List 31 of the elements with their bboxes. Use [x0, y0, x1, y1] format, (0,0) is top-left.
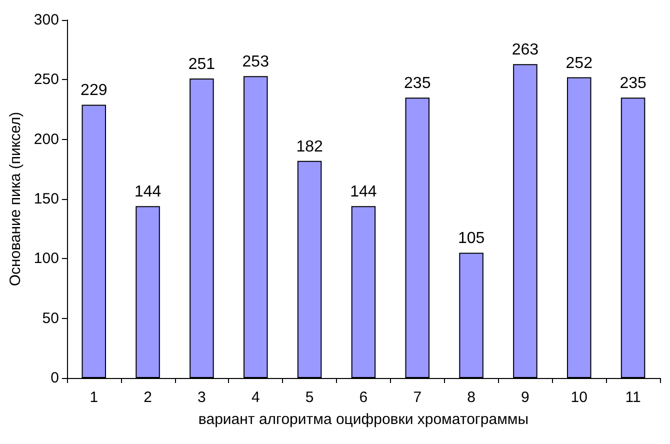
data-label: 144	[134, 184, 162, 201]
y-tick-label: 50	[42, 310, 59, 327]
y-axis-title: Основание пика (пиксел)	[7, 112, 24, 286]
x-tick-label: 11	[625, 389, 641, 406]
y-tick-label: 250	[34, 71, 59, 88]
data-label: 252	[566, 54, 593, 72]
data-label: 251	[188, 56, 216, 73]
data-label: 105	[458, 230, 485, 248]
data-label: 253	[242, 54, 270, 71]
x-tick-label: 4	[251, 389, 260, 406]
y-tick-label: 300	[34, 12, 59, 28]
y-tick-label: 200	[34, 130, 59, 148]
x-axis-title: вариант алгоритма оцифровки хроматограммы	[198, 411, 528, 428]
data-label: 229	[80, 82, 108, 100]
x-tick-label: 7	[413, 389, 422, 406]
data-label: 235	[404, 75, 431, 92]
x-tick-label: 8	[467, 389, 476, 406]
x-tick-label: 5	[305, 389, 314, 406]
y-tick-label: 150	[34, 190, 59, 208]
x-tick-label: 9	[521, 389, 530, 406]
data-label: 235	[620, 75, 646, 92]
y-tick-label: 0	[50, 370, 59, 386]
x-tick-label: 6	[359, 389, 368, 406]
x-tick-label: 10	[570, 389, 588, 406]
x-tick-label: 2	[144, 389, 152, 406]
data-label: 182	[296, 138, 323, 156]
y-tick-label: 100	[34, 250, 59, 268]
data-label: 144	[350, 184, 377, 201]
x-tick-label: 3	[198, 389, 206, 406]
data-label: 263	[512, 42, 539, 59]
x-tick-label: 1	[90, 389, 98, 406]
